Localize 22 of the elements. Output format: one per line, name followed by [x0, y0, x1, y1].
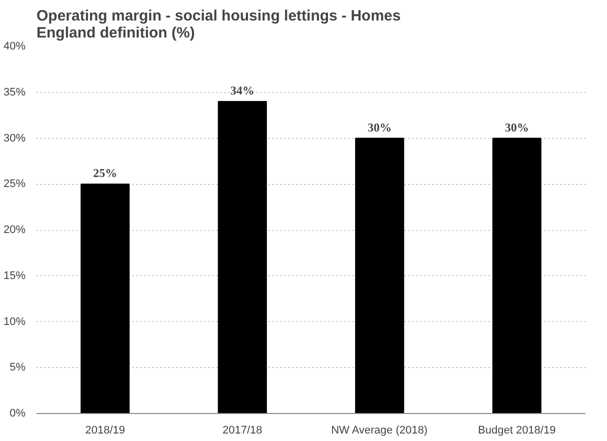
x-tick-label: Budget 2018/19 — [478, 424, 556, 436]
bar — [80, 184, 130, 414]
y-tick-label: 0% — [10, 408, 26, 420]
bar — [492, 138, 542, 414]
bar — [218, 101, 267, 414]
y-tick-label: 35% — [3, 86, 26, 98]
data-label: 30% — [504, 120, 529, 134]
y-tick-label: 40% — [3, 40, 26, 52]
data-label: 34% — [230, 84, 254, 98]
y-tick-label: 15% — [3, 270, 26, 282]
chart-title: Operating margin - social housing lettings - Homes England definition (%) — [36, 8, 401, 42]
x-tick-label: NW Average (2018) — [331, 424, 428, 436]
x-tick-label: 2017/18 — [222, 424, 262, 436]
y-tick-label: 30% — [3, 132, 26, 144]
data-label: 30% — [368, 120, 392, 134]
bar — [355, 138, 404, 414]
y-tick-label: 25% — [3, 178, 26, 190]
x-tick-label: 2018/19 — [85, 424, 126, 436]
y-tick-label: 5% — [10, 362, 26, 374]
data-label: 25% — [93, 166, 118, 180]
y-tick-label: 20% — [3, 224, 26, 236]
y-tick-label: 10% — [3, 316, 26, 328]
